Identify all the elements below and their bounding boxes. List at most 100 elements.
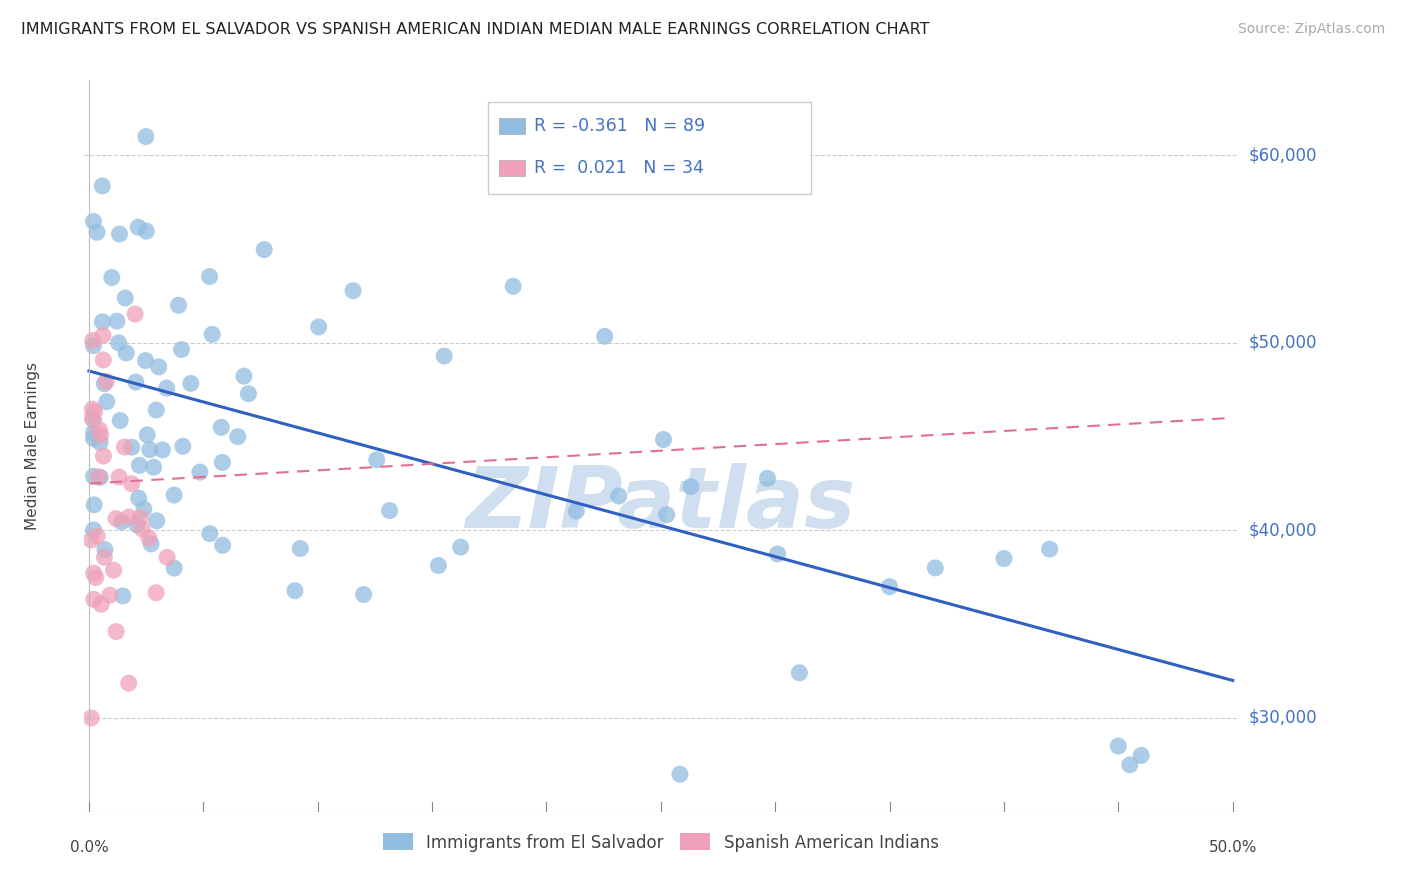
Point: [1119, 757, 1142, 772]
Point: [93, 376, 115, 391]
Point: [198, 269, 221, 284]
Point: [142, 460, 165, 475]
Text: Median Male Earnings: Median Male Earnings: [25, 362, 39, 530]
Point: [565, 504, 588, 518]
Point: [1039, 542, 1062, 557]
Point: [132, 502, 155, 516]
Point: [138, 442, 160, 457]
Point: [118, 676, 141, 690]
Point: [100, 270, 122, 285]
Point: [89, 470, 111, 484]
Text: $50,000: $50,000: [1249, 334, 1317, 351]
Point: [170, 343, 193, 357]
Point: [201, 327, 224, 342]
Text: R =  0.021   N = 34: R = 0.021 N = 34: [534, 159, 704, 177]
Point: [167, 298, 190, 312]
Point: [107, 335, 129, 350]
Point: [86, 225, 108, 239]
Point: [652, 433, 675, 447]
Point: [127, 220, 149, 235]
Point: [83, 404, 105, 418]
Point: [87, 470, 110, 484]
Point: [139, 537, 162, 551]
Point: [89, 435, 111, 450]
Point: [135, 129, 157, 144]
Point: [91, 178, 114, 193]
Point: [655, 508, 678, 522]
Point: [125, 517, 148, 532]
Point: [83, 338, 105, 352]
Point: [105, 624, 128, 639]
Point: [211, 455, 233, 469]
Point: [427, 558, 450, 573]
Point: [96, 375, 118, 389]
Point: [253, 243, 276, 257]
Point: [89, 423, 111, 437]
Point: [353, 587, 375, 601]
Point: [83, 523, 105, 537]
Point: [83, 592, 105, 607]
Text: IMMIGRANTS FROM EL SALVADOR VS SPANISH AMERICAN INDIAN MEDIAN MALE EARNINGS CORR: IMMIGRANTS FROM EL SALVADOR VS SPANISH A…: [21, 22, 929, 37]
Text: $30,000: $30,000: [1249, 709, 1317, 727]
Point: [82, 334, 104, 348]
Point: [124, 307, 146, 321]
Point: [83, 413, 105, 427]
Point: [308, 320, 330, 334]
Point: [284, 583, 307, 598]
Point: [94, 542, 117, 557]
Point: [121, 440, 143, 454]
Point: [163, 561, 186, 575]
FancyBboxPatch shape: [488, 103, 811, 194]
Point: [110, 515, 132, 529]
Point: [131, 522, 153, 536]
Point: [1107, 739, 1129, 753]
Point: [135, 224, 157, 238]
Point: [121, 476, 143, 491]
Point: [91, 315, 114, 329]
Point: [110, 413, 132, 427]
Text: $60,000: $60,000: [1249, 146, 1317, 164]
Point: [152, 442, 174, 457]
Point: [502, 279, 524, 293]
Point: [756, 471, 779, 485]
Point: [103, 563, 125, 577]
Point: [93, 550, 115, 565]
Point: [83, 431, 105, 445]
Point: [211, 538, 233, 552]
Point: [766, 547, 789, 561]
Point: [118, 510, 141, 524]
Point: [108, 227, 131, 241]
Point: [145, 585, 167, 599]
Point: [111, 589, 134, 603]
Point: [156, 550, 179, 565]
Point: [105, 511, 128, 525]
Point: [1130, 748, 1153, 763]
Point: [91, 352, 114, 367]
FancyBboxPatch shape: [499, 119, 524, 135]
Point: [129, 510, 152, 524]
Point: [138, 531, 160, 545]
Point: [128, 491, 150, 505]
Point: [148, 359, 170, 374]
Point: [90, 597, 112, 611]
Text: $40,000: $40,000: [1249, 522, 1317, 540]
Point: [125, 375, 148, 389]
Point: [679, 480, 702, 494]
Point: [226, 430, 249, 444]
Point: [83, 425, 105, 440]
Point: [114, 440, 136, 454]
Point: [114, 291, 136, 305]
Text: ZIPatlas: ZIPatlas: [465, 463, 856, 546]
Point: [80, 711, 103, 725]
Point: [238, 386, 260, 401]
Text: R = -0.361   N = 89: R = -0.361 N = 89: [534, 118, 706, 136]
FancyBboxPatch shape: [499, 160, 524, 176]
Point: [80, 533, 103, 547]
Point: [342, 284, 364, 298]
Point: [83, 469, 105, 483]
Point: [83, 214, 105, 228]
Point: [180, 376, 202, 391]
Point: [83, 498, 105, 512]
Point: [156, 381, 179, 395]
Point: [232, 369, 254, 384]
